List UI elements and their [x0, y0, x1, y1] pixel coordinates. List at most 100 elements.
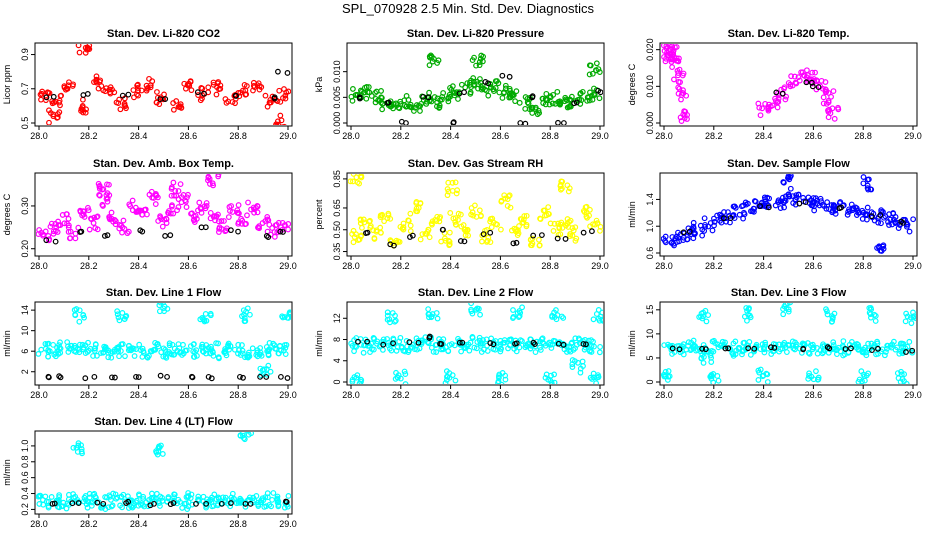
- data-point: [170, 210, 177, 217]
- data-point: [894, 370, 901, 377]
- x-tick-label: 28.8: [229, 131, 247, 141]
- data-point: [147, 502, 154, 509]
- data-point: [224, 500, 231, 507]
- data-point: [679, 90, 686, 96]
- data-point: [59, 212, 66, 218]
- y-tick-label: 0.35: [332, 243, 342, 261]
- data-point: [587, 374, 594, 381]
- plot-title: Stan. Dev. Sample Flow: [727, 158, 850, 170]
- data-point: [205, 373, 212, 380]
- data-point: [532, 349, 539, 356]
- data-point: [199, 95, 205, 102]
- data-point: [808, 79, 815, 86]
- x-tick-label: 28.4: [130, 131, 148, 141]
- data-point: [451, 92, 458, 99]
- data-point: [231, 495, 237, 502]
- data-point: [149, 78, 156, 85]
- data-point: [93, 214, 100, 221]
- data-point: [597, 227, 603, 234]
- data-point: [831, 310, 838, 317]
- data-point: [892, 346, 899, 353]
- data-point: [409, 344, 416, 351]
- data-point: [70, 444, 77, 451]
- data-point: [189, 373, 195, 380]
- data-point: [473, 213, 480, 220]
- data-point: [255, 80, 262, 87]
- data-point: [103, 195, 110, 202]
- data-point: [434, 315, 441, 322]
- data-point: [714, 373, 721, 379]
- data-point: [540, 207, 547, 214]
- data-point: [597, 343, 603, 350]
- data-point: [855, 378, 862, 384]
- data-point: [812, 69, 818, 76]
- data-point: [781, 339, 788, 346]
- data-point: [725, 345, 732, 352]
- data-point: [244, 212, 250, 219]
- data-point: [104, 198, 111, 205]
- data-point: [485, 92, 492, 99]
- x-tick-label: 28.0: [342, 261, 360, 271]
- data-point: [546, 101, 553, 108]
- data-point: [45, 349, 52, 355]
- data-point: [379, 106, 386, 113]
- x-tick-label: 28.4: [755, 390, 773, 400]
- data-point: [245, 432, 251, 434]
- data-point: [810, 344, 816, 351]
- data-point: [49, 100, 56, 107]
- data-point: [397, 334, 404, 341]
- data-point: [579, 358, 586, 365]
- data-point: [485, 234, 492, 241]
- data-point: [732, 351, 739, 358]
- data-point: [708, 373, 714, 379]
- y-tick-label: 14: [20, 305, 30, 315]
- data-point: [182, 197, 188, 204]
- data-point: [676, 346, 683, 353]
- y-axis-label: ml/min: [2, 330, 12, 357]
- data-point: [92, 345, 99, 352]
- data-point: [825, 97, 832, 104]
- data-point: [874, 338, 880, 345]
- data-point: [131, 353, 138, 359]
- y-tick-label: 0.8: [20, 456, 30, 469]
- data-point: [670, 47, 677, 54]
- data-point: [788, 73, 794, 80]
- plot-frame: [346, 172, 605, 257]
- data-point: [580, 229, 587, 236]
- data-point: [423, 230, 430, 237]
- data-point: [42, 228, 49, 235]
- data-point: [193, 500, 199, 507]
- data-point: [253, 352, 260, 358]
- data-point: [388, 347, 395, 354]
- data-point: [96, 192, 102, 198]
- data-point: [827, 110, 834, 117]
- data-point: [457, 238, 464, 244]
- data-point: [684, 236, 691, 243]
- data-point: [283, 89, 290, 96]
- data-point: [727, 215, 734, 221]
- data-point: [199, 85, 206, 92]
- data-point: [140, 496, 147, 502]
- x-tick-label: 28.6: [180, 519, 198, 529]
- data-point: [452, 179, 459, 186]
- data-point: [237, 432, 244, 439]
- data-point: [671, 76, 677, 83]
- data-point: [121, 100, 128, 107]
- data-point: [469, 334, 476, 340]
- x-tick-label: 28.6: [805, 390, 823, 400]
- data-point: [570, 346, 577, 353]
- data-point: [77, 229, 84, 235]
- data-point: [567, 97, 574, 104]
- data-point: [46, 237, 52, 244]
- data-point: [55, 111, 61, 117]
- data-point: [698, 355, 705, 362]
- data-point: [225, 342, 232, 349]
- data-point: [262, 494, 269, 501]
- data-point: [384, 309, 391, 316]
- data-point: [806, 373, 812, 379]
- data-point: [828, 93, 834, 100]
- data-point: [57, 102, 63, 109]
- data-point: [901, 378, 907, 384]
- data-point: [786, 342, 792, 349]
